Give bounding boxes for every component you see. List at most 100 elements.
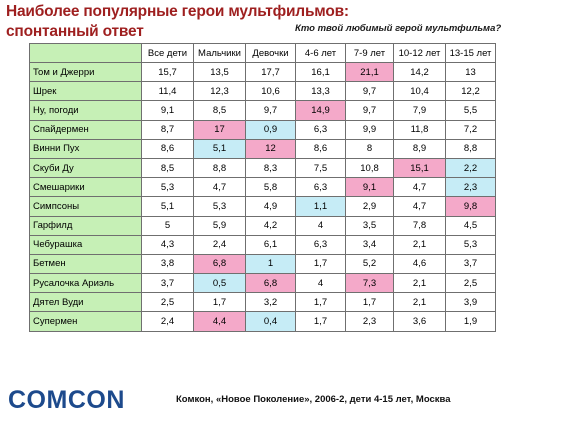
table-row: Русалочка Ариэль 3,7 0,5 6,8 4 7,3 2,1 2,5 xyxy=(29,273,496,294)
header-corner-cell xyxy=(29,43,142,63)
title-line-1: Наиболее популярные герои мультфильмов: xyxy=(6,3,349,20)
value-cell: 9,8 xyxy=(445,196,496,217)
comcon-logo: COMCON xyxy=(8,385,125,415)
value-cell: 12,3 xyxy=(193,81,246,102)
value-cell: 5,2 xyxy=(345,253,394,275)
table-body: Том и Джерри 15,7 13,5 17,7 16,1 21,1 14,2 13 Шр… xyxy=(29,61,496,332)
value-cell: 2,3 xyxy=(445,177,496,198)
row-label-cell: Том и Джерри xyxy=(29,61,142,83)
table-row: Бетмен 3,8 6,8 1 1,7 5,2 4,6 3,7 xyxy=(29,253,496,275)
value-cell: 4,7 xyxy=(393,177,446,198)
value-cell: 2,2 xyxy=(445,157,496,179)
row-label-cell: Симпсоны xyxy=(29,196,142,217)
value-cell: 1 xyxy=(245,253,296,275)
value-cell: 6,8 xyxy=(245,273,296,294)
table-row: Скуби Ду 8,5 8,8 8,3 7,5 10,8 15,1 2,2 xyxy=(29,157,496,179)
value-cell: 3,9 xyxy=(445,292,496,313)
results-table: Все дети Мальчики Девочки 4-6 лет 7-9 ле… xyxy=(29,43,496,332)
value-cell: 6,8 xyxy=(193,253,246,275)
value-cell: 1,7 xyxy=(295,311,346,332)
column-header: Все дети xyxy=(141,43,194,63)
value-cell: 2,3 xyxy=(345,311,394,332)
row-label-cell: Супермен xyxy=(29,311,142,332)
column-header: 4-6 лет xyxy=(295,43,346,63)
value-cell: 3,4 xyxy=(345,234,394,255)
value-cell: 8,6 xyxy=(295,138,346,159)
value-cell: 8,5 xyxy=(141,157,194,179)
value-cell: 1,1 xyxy=(295,196,346,217)
value-cell: 0,4 xyxy=(245,311,296,332)
column-header: Девочки xyxy=(245,43,296,63)
value-cell: 17 xyxy=(193,119,246,140)
row-label-cell: Скуби Ду xyxy=(29,157,142,179)
value-cell: 6,3 xyxy=(295,177,346,198)
value-cell: 1,7 xyxy=(295,292,346,313)
value-cell: 8,7 xyxy=(141,119,194,140)
row-label-cell: Шрек xyxy=(29,81,142,102)
value-cell: 4,3 xyxy=(141,234,194,255)
column-header: Мальчики xyxy=(193,43,246,63)
value-cell: 1,7 xyxy=(295,253,346,275)
value-cell: 4 xyxy=(295,273,346,294)
value-cell: 21,1 xyxy=(345,61,394,83)
value-cell: 3,7 xyxy=(141,273,194,294)
value-cell: 8,5 xyxy=(193,100,246,121)
value-cell: 9,9 xyxy=(345,119,394,140)
value-cell: 10,6 xyxy=(245,81,296,102)
value-cell: 2,9 xyxy=(345,196,394,217)
row-label-cell: Смешарики xyxy=(29,177,142,198)
value-cell: 4 xyxy=(295,215,346,236)
value-cell: 2,5 xyxy=(141,292,194,313)
value-cell: 14,9 xyxy=(295,100,346,121)
survey-question: Кто твой любимый герой мультфильма? xyxy=(295,23,502,34)
row-label-cell: Винни Пух xyxy=(29,138,142,159)
table-row: Том и Джерри 15,7 13,5 17,7 16,1 21,1 14,2 13 xyxy=(29,61,496,83)
value-cell: 2,1 xyxy=(393,234,446,255)
value-cell: 4,5 xyxy=(445,215,496,236)
logo-text: COMCON xyxy=(8,386,125,414)
table-row: Смешарики 5,3 4,7 5,8 6,3 9,1 4,7 2,3 xyxy=(29,177,496,198)
row-label-cell: Спайдермен xyxy=(29,119,142,140)
value-cell: 5,9 xyxy=(193,215,246,236)
value-cell: 9,1 xyxy=(141,100,194,121)
value-cell: 4,9 xyxy=(245,196,296,217)
value-cell: 0,9 xyxy=(245,119,296,140)
value-cell: 8,8 xyxy=(445,138,496,159)
value-cell: 3,6 xyxy=(393,311,446,332)
value-cell: 10,4 xyxy=(393,81,446,102)
value-cell: 4,2 xyxy=(245,215,296,236)
column-header: 10-12 лет xyxy=(393,43,446,63)
value-cell: 5,1 xyxy=(141,196,194,217)
value-cell: 1,7 xyxy=(345,292,394,313)
value-cell: 3,8 xyxy=(141,253,194,275)
value-cell: 8,9 xyxy=(393,138,446,159)
value-cell: 5,8 xyxy=(245,177,296,198)
value-cell: 8,3 xyxy=(245,157,296,179)
value-cell: 5,3 xyxy=(141,177,194,198)
value-cell: 2,5 xyxy=(445,273,496,294)
source-footnote: Комкон, «Новое Поколение», 2006-2, дети … xyxy=(176,394,451,405)
table-row: Супермен 2,4 4,4 0,4 1,7 2,3 3,6 1,9 xyxy=(29,311,496,332)
row-label-cell: Чебурашка xyxy=(29,234,142,255)
value-cell: 13,3 xyxy=(295,81,346,102)
value-cell: 13,5 xyxy=(193,61,246,83)
value-cell: 11,8 xyxy=(393,119,446,140)
value-cell: 2,4 xyxy=(193,234,246,255)
value-cell: 2,4 xyxy=(141,311,194,332)
table-row: Симпсоны 5,1 5,3 4,9 1,1 2,9 4,7 9,8 xyxy=(29,196,496,217)
table-row: Гарфилд 5 5,9 4,2 4 3,5 7,8 4,5 xyxy=(29,215,496,236)
column-header: 13-15 лет xyxy=(445,43,496,63)
table-row: Винни Пух 8,6 5,1 12 8,6 8 8,9 8,8 xyxy=(29,138,496,159)
value-cell: 10,8 xyxy=(345,157,394,179)
table-row: Ну, погоди 9,1 8,5 9,7 14,9 9,7 7,9 5,5 xyxy=(29,100,496,121)
value-cell: 6,3 xyxy=(295,119,346,140)
value-cell: 6,3 xyxy=(295,234,346,255)
value-cell: 11,4 xyxy=(141,81,194,102)
value-cell: 2,1 xyxy=(393,273,446,294)
value-cell: 7,2 xyxy=(445,119,496,140)
value-cell: 17,7 xyxy=(245,61,296,83)
value-cell: 9,7 xyxy=(345,81,394,102)
value-cell: 5,5 xyxy=(445,100,496,121)
value-cell: 15,1 xyxy=(393,157,446,179)
value-cell: 4,7 xyxy=(393,196,446,217)
